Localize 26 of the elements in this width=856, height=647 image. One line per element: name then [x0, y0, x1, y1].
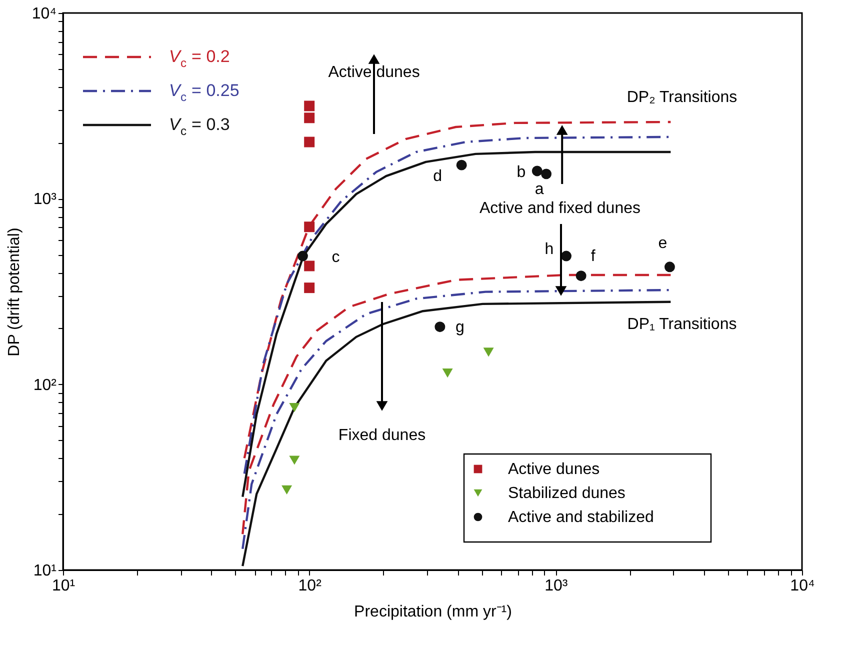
legend-label: Active and stabilized	[508, 509, 654, 526]
legend-label: Stabilized dunes	[508, 485, 626, 502]
y-axis-title: DP (drift potential)	[6, 228, 23, 356]
data-label: a	[534, 180, 544, 198]
y-tick-label: 10³	[33, 191, 58, 208]
annotation: Fixed dunes	[338, 427, 426, 444]
legend-label: Active dunes	[508, 461, 600, 478]
x-tick-label: 10²	[298, 578, 322, 594]
data-label: f	[590, 248, 596, 265]
data-label: b	[516, 164, 526, 181]
data-label: c	[332, 249, 340, 266]
annotation: DP₂ Transitions	[626, 89, 738, 106]
x-tick-label: 10¹	[52, 578, 76, 594]
y-tick-label: 10¹	[33, 562, 56, 580]
x-axis-title: Precipitation (mm yr⁻¹)	[354, 604, 512, 620]
data-label: e	[658, 234, 668, 252]
y-tick-label: 10⁴	[32, 6, 57, 22]
data-label: g	[455, 318, 464, 336]
annotation: Active and fixed dunes	[480, 200, 640, 217]
data-label: d	[433, 168, 442, 186]
data-label: h	[544, 241, 554, 258]
x-tick-label: 10³	[544, 578, 568, 594]
x-tick-label: 10⁴	[790, 578, 815, 594]
annotation: DP₁ Transitions	[627, 316, 737, 333]
annotation: Active dunes	[328, 64, 420, 81]
y-tick-label: 10²	[33, 376, 58, 394]
